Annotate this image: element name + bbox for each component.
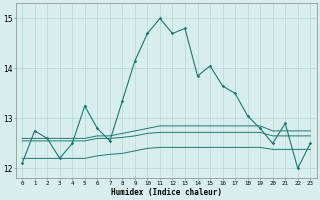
X-axis label: Humidex (Indice chaleur): Humidex (Indice chaleur)	[111, 188, 222, 197]
